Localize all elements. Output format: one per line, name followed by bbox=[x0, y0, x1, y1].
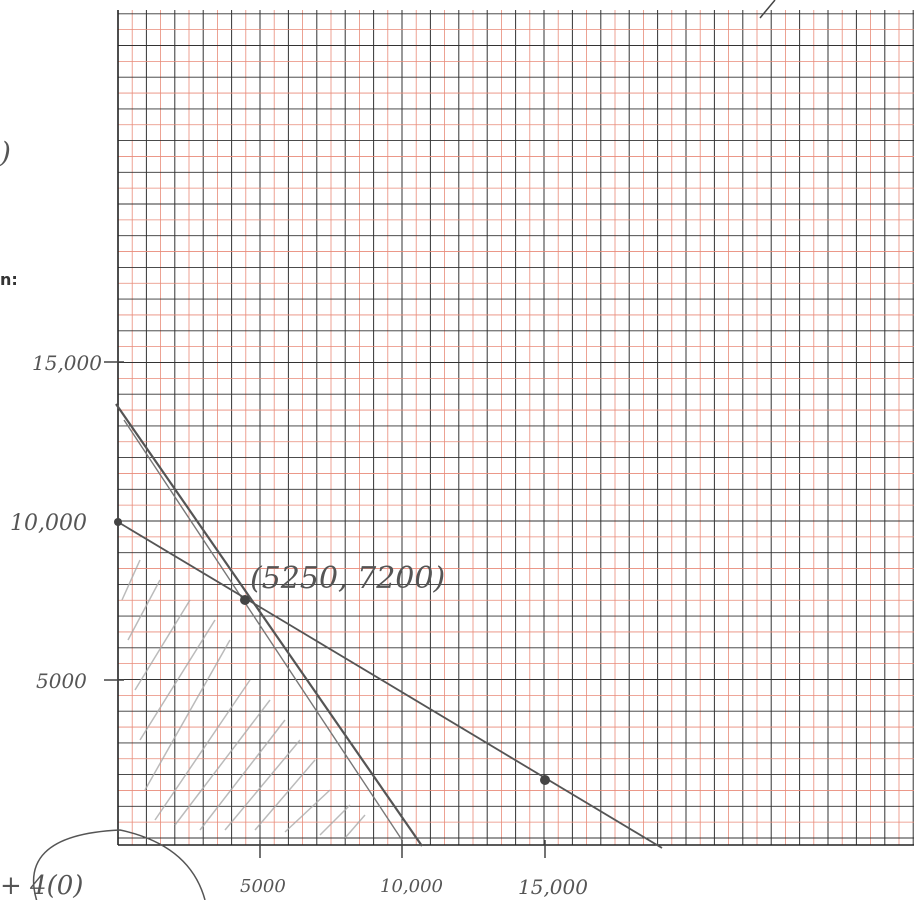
x-label: 10,000 bbox=[380, 876, 443, 897]
point bbox=[240, 595, 250, 605]
point bbox=[114, 518, 122, 526]
y-label: 5000 bbox=[36, 669, 87, 693]
intersection-label: (5250, 7200) bbox=[250, 561, 445, 596]
y-label: 15,000 bbox=[32, 351, 102, 375]
constraint-line bbox=[123, 419, 403, 841]
constraint-line bbox=[117, 521, 663, 849]
circled-expression bbox=[32, 829, 206, 900]
shade-stroke bbox=[121, 559, 366, 839]
point bbox=[540, 775, 550, 785]
graph-paper bbox=[117, 10, 914, 846]
pen-mark bbox=[759, 0, 776, 19]
constraint-line bbox=[115, 403, 423, 847]
hatching bbox=[121, 559, 366, 839]
y-label: 10,000 bbox=[10, 511, 87, 536]
margin-fragment: n: bbox=[0, 270, 18, 289]
margin-paren: ) bbox=[0, 136, 11, 169]
x-label: 5000 bbox=[240, 876, 286, 897]
bottom-expression: + 4(0) bbox=[0, 871, 83, 900]
axis-ticks bbox=[104, 361, 546, 858]
x-label: 15,000 bbox=[518, 875, 588, 899]
